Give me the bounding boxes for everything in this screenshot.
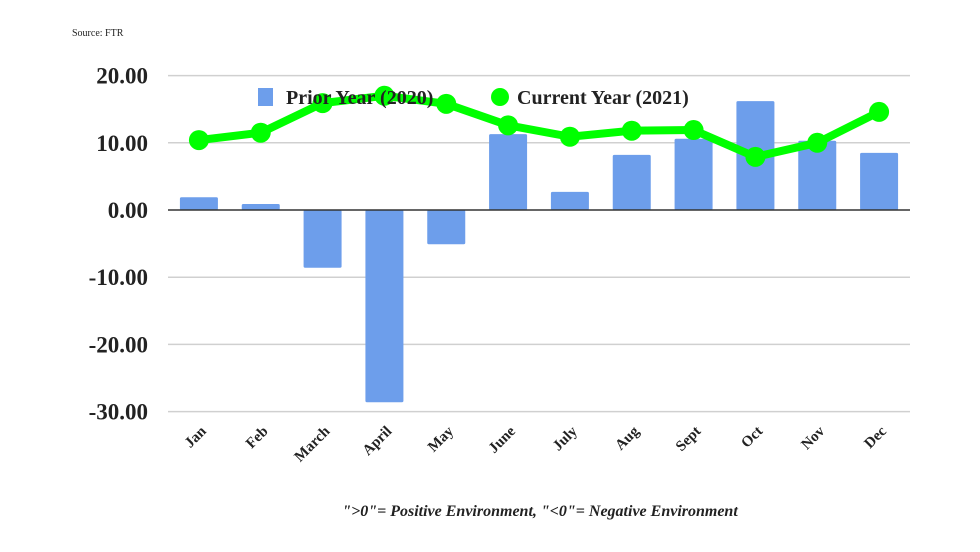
- x-tick-label: Sept: [673, 424, 704, 455]
- legend-swatch-current-year: [491, 88, 509, 106]
- x-tick-label: Nov: [798, 423, 828, 453]
- bar-july: [550, 191, 589, 210]
- x-tick-label: Jan: [182, 423, 210, 451]
- bar-april: [365, 210, 404, 403]
- point-july: [559, 126, 580, 147]
- point-oct: [745, 146, 766, 167]
- bar-june: [489, 134, 528, 210]
- bar-may: [427, 210, 466, 245]
- legend-label-current-year: Current Year (2021): [517, 87, 689, 109]
- x-tick-label: June: [486, 423, 519, 456]
- bar-jan: [179, 197, 218, 210]
- footnote: ">0"= Positive Environment, "<0"= Negati…: [342, 503, 738, 520]
- x-tick-label: July: [550, 423, 581, 454]
- point-april: [374, 85, 395, 106]
- point-dec: [869, 101, 890, 122]
- x-tick-label: Dec: [862, 423, 891, 452]
- x-tick-label: March: [292, 423, 334, 465]
- y-tick-label: 10.00: [96, 131, 148, 156]
- point-jan: [188, 130, 209, 151]
- point-aug: [621, 120, 642, 141]
- bar-feb: [241, 203, 280, 210]
- source-label: Source: FTR: [72, 28, 124, 39]
- y-tick-label: 0.00: [108, 198, 148, 223]
- point-may: [436, 93, 457, 114]
- point-march: [312, 93, 333, 114]
- x-tick-label: Oct: [738, 424, 766, 452]
- bar-nov: [798, 140, 837, 210]
- point-nov: [807, 132, 828, 153]
- y-tick-label: -10.00: [89, 265, 148, 290]
- point-feb: [250, 122, 271, 143]
- bar-march: [303, 210, 342, 268]
- bar-sept: [674, 138, 713, 210]
- bar-aug: [612, 154, 651, 210]
- y-tick-label: -20.00: [89, 332, 148, 357]
- legend-label-prior-year: Prior Year (2020): [286, 87, 433, 109]
- point-june: [498, 115, 519, 136]
- point-sept: [683, 120, 704, 141]
- current-year-line: [198, 91, 881, 161]
- x-tick-label: Feb: [243, 424, 271, 452]
- y-tick-label: -30.00: [89, 400, 148, 425]
- x-tick-label: April: [360, 424, 395, 459]
- legend-swatch-prior-year: [258, 88, 273, 106]
- y-tick-label: 20.00: [96, 64, 148, 89]
- x-tick-label: Aug: [612, 423, 643, 454]
- bar-dec: [860, 152, 899, 210]
- x-tick-label: May: [425, 423, 457, 455]
